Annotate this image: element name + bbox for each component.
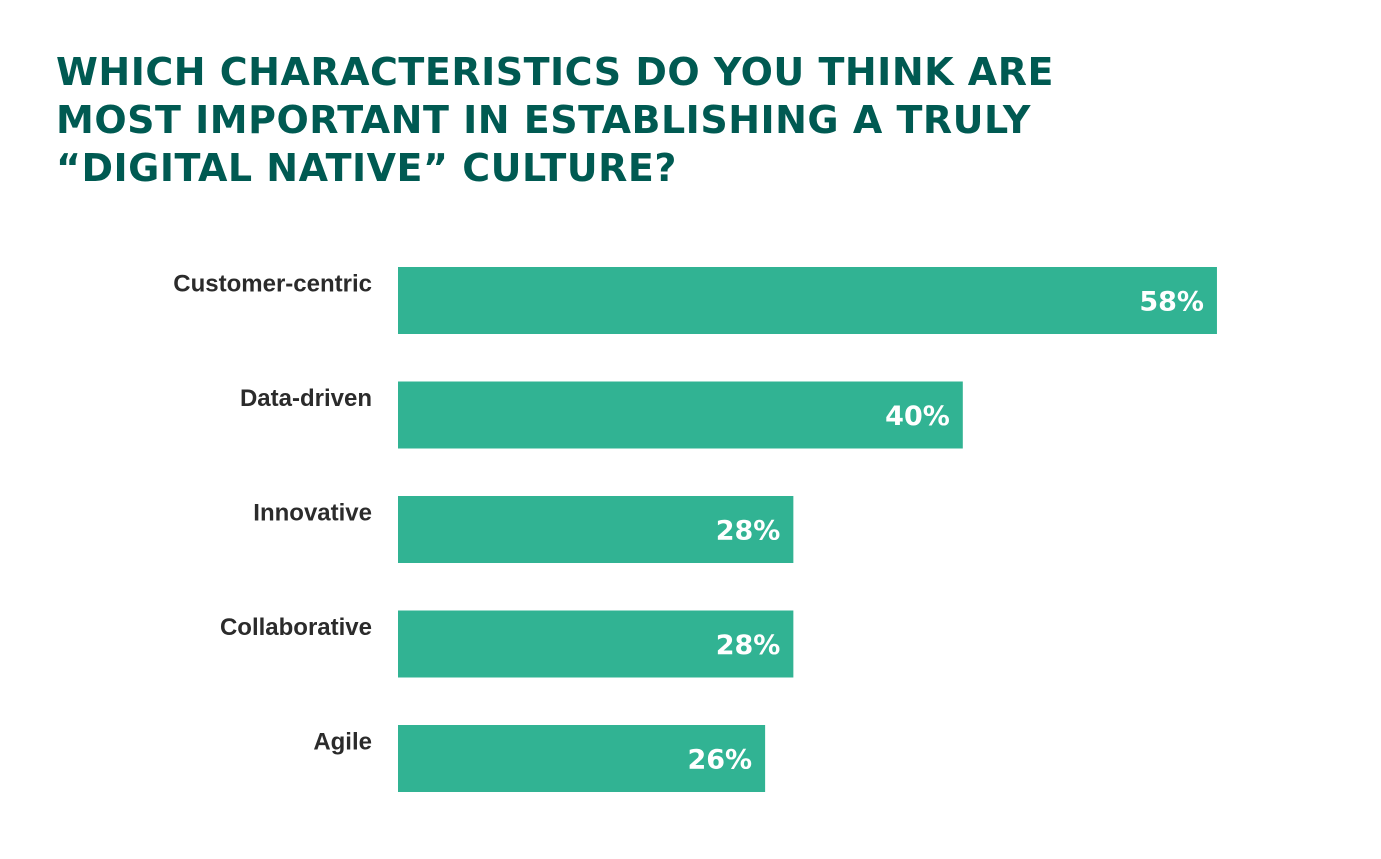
category-label: Customer-centric <box>173 271 372 298</box>
chart-title-line-1: WHICH CHARACTERISTICS DO YOU THINK ARE <box>56 50 1054 94</box>
chart-title: WHICH CHARACTERISTICS DO YOU THINK ARE M… <box>56 48 1156 192</box>
value-label: 28% <box>716 516 781 547</box>
bar-innovative <box>398 496 794 563</box>
chart-title-line-2: MOST IMPORTANT IN ESTABLISHING A TRULY <box>56 98 1031 142</box>
value-label: 26% <box>687 745 752 776</box>
bar-collaborative <box>398 610 794 678</box>
value-label: 58% <box>1139 287 1204 318</box>
value-label: 28% <box>716 630 781 661</box>
bar-agile <box>398 725 766 792</box>
category-label: Data-driven <box>240 385 372 412</box>
category-label: Innovative <box>253 500 372 527</box>
category-label: Collaborative <box>220 614 372 641</box>
bars-group: Customer-centric 58% Data-driven 40% Innovat… <box>173 267 1217 792</box>
bar-data-driven <box>398 381 963 449</box>
bar-customer-centric <box>398 267 1217 334</box>
value-label: 40% <box>885 401 950 432</box>
category-label: Agile <box>313 729 372 756</box>
chart-title-line-3: “DIGITAL NATIVE” CULTURE? <box>56 146 677 190</box>
